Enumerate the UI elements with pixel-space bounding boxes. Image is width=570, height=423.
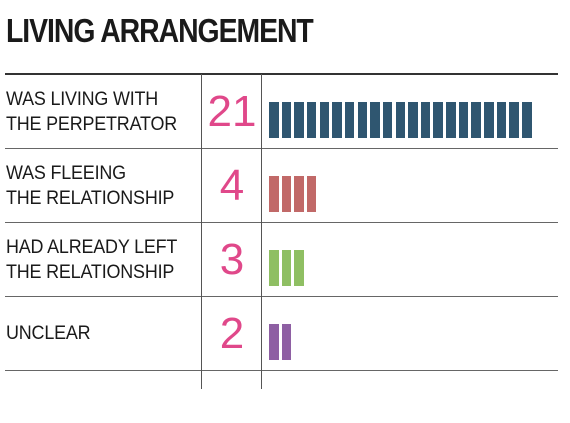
header-rule <box>5 73 558 75</box>
chart-title: LIVING ARRANGEMENT <box>6 12 314 49</box>
tally-mark <box>509 102 519 138</box>
tally-mark <box>294 250 304 286</box>
row-label-line: WAS FLEEING <box>6 161 126 184</box>
row-label-line: WAS LIVING WITH <box>6 87 159 110</box>
tally-mark <box>269 250 279 286</box>
row-count: 4 <box>219 160 245 210</box>
tally-mark <box>306 176 317 212</box>
tally-mark <box>269 324 279 360</box>
tally-mark <box>446 102 456 138</box>
column-divider-marks <box>261 74 262 389</box>
tally-mark <box>269 176 279 212</box>
tally-mark <box>408 102 418 138</box>
tally-mark <box>281 176 292 212</box>
chart-row: HAD ALREADY LEFT THE RELATIONSHIP 3 <box>0 223 570 297</box>
tally-mark <box>319 102 330 138</box>
row-rule <box>5 148 558 149</box>
column-divider-count <box>201 74 202 389</box>
row-rule <box>5 370 558 371</box>
tally-mark <box>484 102 494 138</box>
row-label-line: HAD ALREADY LEFT <box>6 235 178 258</box>
tally-mark <box>332 102 342 138</box>
tally-mark <box>458 102 469 138</box>
row-label: UNCLEAR <box>6 297 190 370</box>
row-count: 2 <box>219 308 245 358</box>
chart-row: WAS FLEEING THE RELATIONSHIP 4 <box>0 149 570 223</box>
tally-mark <box>370 102 380 138</box>
row-rule <box>5 296 558 297</box>
tally-mark <box>281 250 292 286</box>
row-label: HAD ALREADY LEFT THE RELATIONSHIP <box>6 223 190 296</box>
tally-mark <box>344 102 355 138</box>
tally-mark <box>281 324 292 360</box>
row-rule <box>5 222 558 223</box>
chart-row: UNCLEAR 2 <box>0 297 570 371</box>
row-label-line: THE RELATIONSHIP <box>6 260 175 283</box>
chart-row: WAS LIVING WITH THE PERPETRATOR 21 <box>0 75 570 149</box>
tally-mark <box>357 102 368 138</box>
row-count: 21 <box>207 86 257 136</box>
row-label: WAS LIVING WITH THE PERPETRATOR <box>6 75 190 148</box>
row-label-line: THE PERPETRATOR <box>6 112 178 135</box>
tally-mark <box>420 102 431 138</box>
tally-mark <box>281 102 292 138</box>
row-label-line: UNCLEAR <box>6 322 91 344</box>
tally-mark <box>496 102 507 138</box>
tally-mark <box>294 176 304 212</box>
tally-mark <box>306 102 317 138</box>
tally-mark <box>382 102 393 138</box>
row-count: 3 <box>219 234 245 284</box>
tally-mark <box>395 102 405 138</box>
tally-mark <box>269 102 279 138</box>
tally-mark <box>471 102 481 138</box>
row-label-line: THE RELATIONSHIP <box>6 186 175 209</box>
tally-mark <box>433 102 443 138</box>
row-label: WAS FLEEING THE RELATIONSHIP <box>6 149 190 222</box>
tally-mark <box>522 102 532 138</box>
tally-mark <box>294 102 304 138</box>
